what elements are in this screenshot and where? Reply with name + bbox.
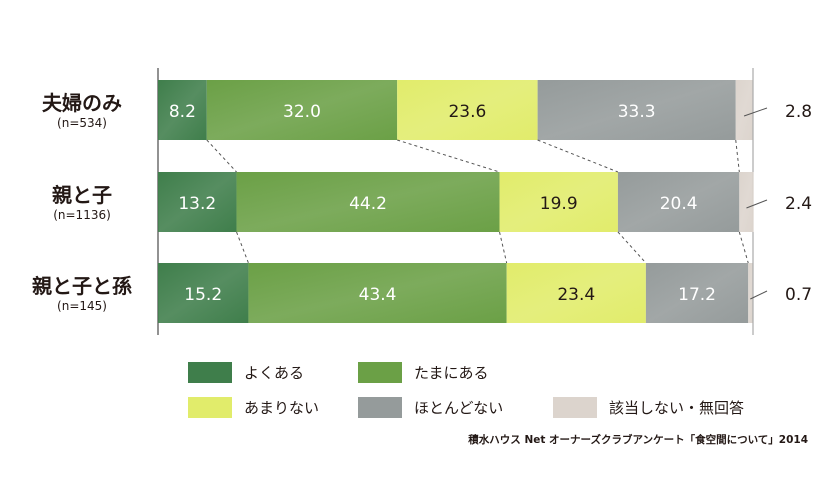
- legend-swatch: [188, 397, 232, 418]
- category-label: 親と子と孫: [32, 274, 132, 298]
- bar-value-label: 32.0: [283, 102, 321, 122]
- leader-line: [750, 290, 768, 300]
- bar-value-label: 33.3: [618, 102, 656, 122]
- legend-swatch: [188, 362, 232, 383]
- bar-row-1: 8.2 32.0 23.6 33.3 2.8: [158, 80, 812, 140]
- stacked-bar-chart: 8.2 32.0 23.6 33.3 2.8 夫婦のみ(n=534) 13.2 44.2 19.…: [32, 68, 812, 335]
- bar-value-label: 19.9: [540, 194, 578, 214]
- legend-label: あまりない: [244, 399, 320, 417]
- bar-segment: [537, 80, 736, 140]
- legend-swatch: [358, 397, 402, 418]
- bar-value-label: 44.2: [349, 194, 387, 214]
- bar-segment: [158, 172, 237, 232]
- legend-label: たまにある: [414, 364, 489, 382]
- bar-value-label: 8.2: [169, 102, 196, 122]
- category-sublabel: (n=534): [57, 116, 107, 130]
- legend-label: ほとんどない: [414, 399, 504, 417]
- bar-value-label: 2.4: [785, 194, 812, 214]
- bar-segment: [499, 172, 618, 232]
- legend-item: あまりない: [188, 397, 319, 418]
- leader-line: [746, 199, 768, 209]
- legend-label: 該当しない・無回答: [609, 399, 745, 417]
- bar-segment: [748, 263, 753, 323]
- connector-line: [236, 231, 249, 264]
- bar-row-3: 15.2 43.4 23.4 17.2 0.7: [158, 263, 812, 323]
- bar-segment: [206, 80, 398, 140]
- bar-segment: [739, 172, 754, 232]
- bar-value-label: 2.8: [785, 102, 812, 122]
- bar-segment: [158, 80, 207, 140]
- bar-segment: [735, 80, 753, 140]
- connector-line: [617, 231, 647, 264]
- bar-segment: [397, 80, 538, 140]
- bar-value-label: 0.7: [785, 285, 812, 305]
- bar-value-label: 43.4: [359, 285, 397, 305]
- bar-value-label: 23.6: [448, 102, 486, 122]
- connector-line: [206, 139, 237, 173]
- bar-value-label: 20.4: [660, 194, 698, 214]
- bar-value-label: 15.2: [184, 285, 222, 305]
- bar-segment: [158, 263, 249, 323]
- category-label: 夫婦のみ: [42, 91, 122, 115]
- bar-segment: [645, 263, 749, 323]
- connector-line: [537, 139, 619, 173]
- legend-label: よくある: [244, 364, 305, 382]
- bar-segment: [617, 172, 740, 232]
- legend-item: ほとんどない: [358, 397, 503, 418]
- bar-value-label: 13.2: [178, 194, 216, 214]
- legend-item: 該当しない・無回答: [553, 397, 744, 418]
- leader-line: [743, 107, 768, 117]
- bar-value-label: 23.4: [557, 285, 595, 305]
- legend-item: よくある: [188, 362, 304, 383]
- bar-value-label: 17.2: [678, 285, 716, 305]
- bar-segment: [248, 263, 507, 323]
- bar-segment: [236, 172, 500, 232]
- bar-segment: [506, 263, 646, 323]
- legend: よくある たまにあるあまりない ほとんどない 該当しない・無回答: [188, 362, 808, 432]
- connector-line: [738, 231, 749, 264]
- category-sublabel: (n=145): [57, 299, 107, 313]
- legend-swatch: [358, 362, 402, 383]
- category-label: 親と子: [52, 183, 112, 207]
- category-sublabel: (n=1136): [53, 208, 111, 222]
- connector-line: [397, 139, 500, 173]
- legend-item: たまにある: [358, 362, 489, 383]
- connector-line: [499, 231, 508, 264]
- bar-row-2: 13.2 44.2 19.9 20.4 2.4: [158, 172, 812, 232]
- source-note: 積水ハウス Net オーナーズクラブアンケート「食空間について」2014: [468, 434, 808, 446]
- connector-line: [735, 139, 740, 173]
- legend-swatch: [553, 397, 597, 418]
